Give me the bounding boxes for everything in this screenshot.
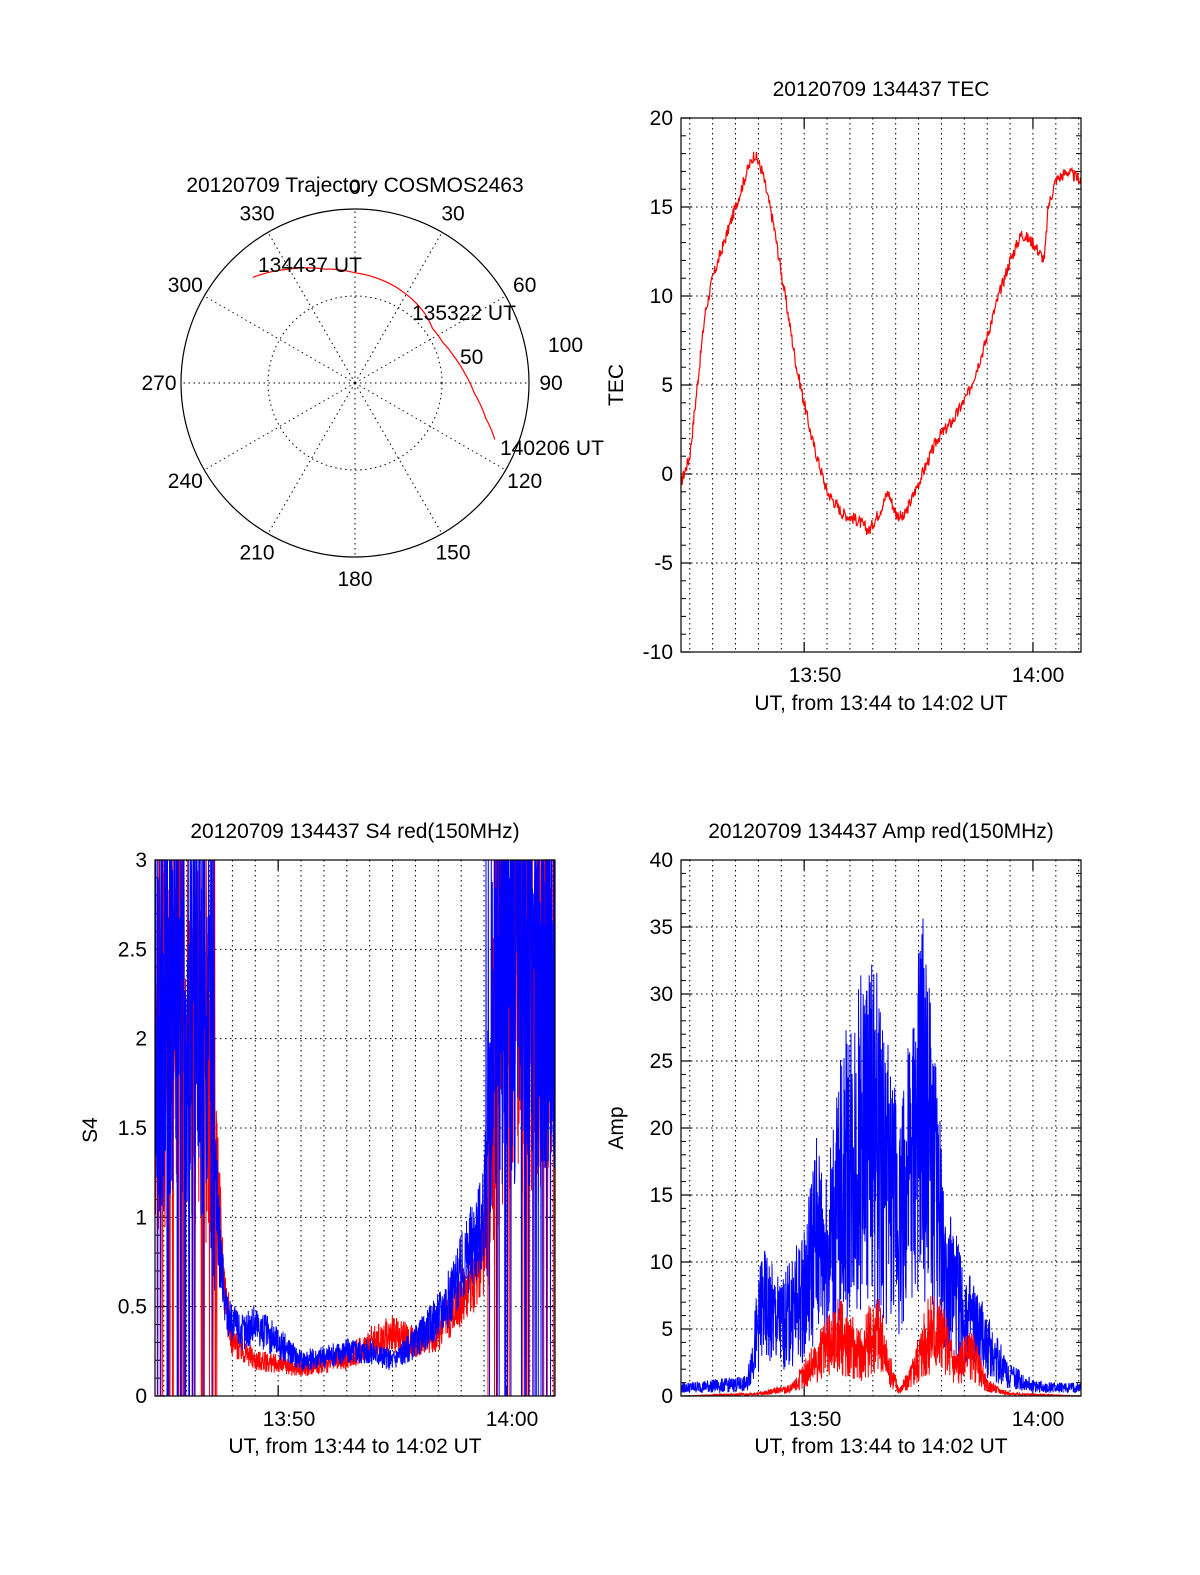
y-tick-label: 15 xyxy=(650,196,673,219)
azimuth-label: 180 xyxy=(337,568,372,591)
amp-series-blue-line xyxy=(681,918,1081,1394)
tec-series-red-line xyxy=(681,151,1081,535)
azimuth-label: 60 xyxy=(513,274,536,297)
amp-x-tick-label: 14:00 xyxy=(1012,1408,1065,1431)
amp-series-red-line xyxy=(681,1296,1081,1396)
satellite-track xyxy=(252,267,496,440)
amp-y-axis-label: Amp xyxy=(605,1106,628,1149)
azimuth-spoke xyxy=(204,382,356,471)
y-tick-label: 0 xyxy=(135,1385,147,1408)
s4-y-tick-labels: 0 0.5 1 1.5 2 2.5 3 xyxy=(118,849,147,1408)
y-tick-label: 3 xyxy=(135,849,147,872)
y-tick-label: 40 xyxy=(650,849,673,872)
azimuth-label: 300 xyxy=(168,274,203,297)
y-tick-label: 30 xyxy=(650,983,673,1006)
azimuth-spoke xyxy=(267,382,356,534)
y-tick-label: 10 xyxy=(650,1251,673,1274)
y-tick-label: 35 xyxy=(650,916,673,939)
y-tick-label: 1 xyxy=(135,1206,147,1229)
y-tick-label: 0.5 xyxy=(118,1296,147,1319)
s4-x-axis-label: UT, from 13:44 to 14:02 UT xyxy=(228,1435,481,1458)
s4-series-layer xyxy=(155,860,555,1396)
azimuth-label: 0 xyxy=(349,176,361,199)
y-tick-label: 1.5 xyxy=(118,1117,147,1140)
y-tick-label: 5 xyxy=(661,1318,673,1341)
azimuth-label: 90 xyxy=(539,372,562,395)
s4-title: 20120709 134437 S4 red(150MHz) xyxy=(190,820,519,843)
tec-x-tick-label: 14:00 xyxy=(1012,664,1065,687)
azimuth-spoke xyxy=(354,382,506,471)
tec-grid xyxy=(681,118,1081,652)
azimuth-label: 120 xyxy=(507,470,542,493)
tec-x-tick-label: 13:50 xyxy=(789,664,842,687)
polar-spokes xyxy=(181,209,529,557)
y-tick-label: 2.5 xyxy=(118,938,147,961)
track-mark-mid: 135322 UT xyxy=(412,302,516,325)
y-tick-label: 2 xyxy=(135,1028,147,1051)
amp-x-axis-label: UT, from 13:44 to 14:02 UT xyxy=(754,1435,1007,1458)
y-tick-label: 10 xyxy=(650,285,673,308)
polar-horizon-circle xyxy=(180,208,530,558)
track-mark-end: 140206 UT xyxy=(500,437,604,460)
tec-y-tick-labels: -10 -5 0 5 10 15 20 xyxy=(643,107,673,664)
s4-series-blue-line xyxy=(155,860,555,1396)
polar-elevation-ring xyxy=(267,295,443,471)
tec-title: 20120709 134437 TEC xyxy=(773,78,990,101)
amp-title: 20120709 134437 Amp red(150MHz) xyxy=(708,820,1054,843)
amp-x-tick-label: 13:50 xyxy=(789,1408,842,1431)
tec-y-axis-label: TEC xyxy=(605,364,628,406)
azimuth-label: 240 xyxy=(168,470,203,493)
ring-label-50: 50 xyxy=(460,346,483,369)
polar-title: 20120709 Trajectory COSMOS2463 xyxy=(186,174,523,197)
azimuth-spoke xyxy=(354,295,506,384)
y-tick-label: 0 xyxy=(661,1385,673,1408)
y-tick-label: 5 xyxy=(661,374,673,397)
azimuth-spoke xyxy=(267,232,356,384)
s4-grid xyxy=(155,860,555,1396)
azimuth-label: 270 xyxy=(141,372,176,395)
amp-plot: 20120709 134437 Amp red(150MHz) 0 5 10 15 20… xyxy=(605,820,1082,1458)
y-tick-label: 15 xyxy=(650,1184,673,1207)
amp-plot-frame xyxy=(680,859,1082,1397)
azimuth-label: 330 xyxy=(239,202,274,225)
y-tick-label: 20 xyxy=(650,107,673,130)
y-tick-label: -5 xyxy=(654,552,673,575)
azimuth-spoke xyxy=(354,232,443,384)
y-tick-label: -10 xyxy=(643,641,673,664)
azimuth-label: 30 xyxy=(441,202,464,225)
y-tick-label: 25 xyxy=(650,1050,673,1073)
y-tick-label: 20 xyxy=(650,1117,673,1140)
s4-x-tick-label: 14:00 xyxy=(486,1408,539,1431)
azimuth-spoke xyxy=(204,295,356,384)
amp-series-layer xyxy=(681,918,1081,1396)
s4-plot: 20120709 134437 S4 red(150MHz) 0 0.5 1 1.5 2… xyxy=(79,820,556,1458)
azimuth-label: 150 xyxy=(435,542,470,565)
tec-plot-frame xyxy=(680,117,1082,653)
s4-y-axis-label: S4 xyxy=(79,1117,102,1143)
tec-x-axis-label: UT, from 13:44 to 14:02 UT xyxy=(754,692,1007,715)
azimuth-label: 210 xyxy=(239,542,274,565)
azimuth-labels: 0 30 60 90 120 150 180 210 240 270 300 330 xyxy=(141,176,562,591)
azimuth-spoke xyxy=(354,382,443,534)
ring-label-100: 100 xyxy=(548,334,583,357)
s4-x-tick-label: 13:50 xyxy=(263,1408,316,1431)
y-tick-label: 0 xyxy=(661,463,673,486)
track-mark-start: 134437 UT xyxy=(258,254,362,277)
polar-trajectory-plot: 20120709 Trajectory COSMOS2463 0 30 60 90 12… xyxy=(141,174,604,591)
s4-plot-frame xyxy=(154,859,556,1397)
amp-y-tick-labels: 0 5 10 15 20 25 30 35 40 xyxy=(650,849,673,1408)
tec-series-layer xyxy=(681,151,1081,535)
